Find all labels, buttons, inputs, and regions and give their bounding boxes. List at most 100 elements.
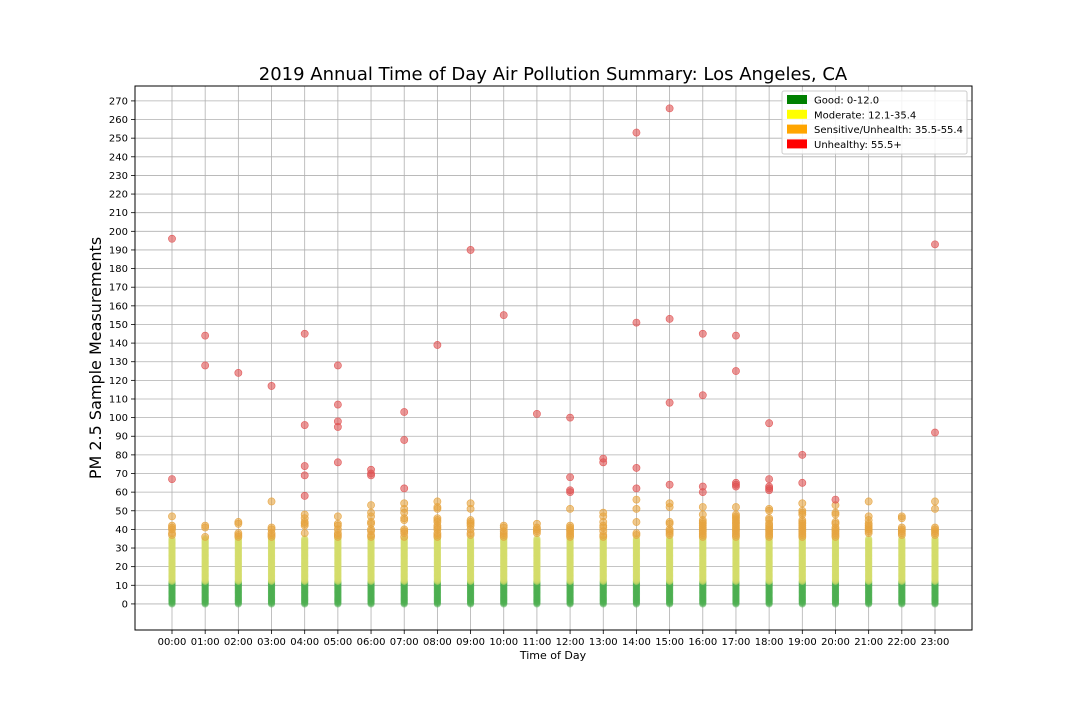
data-point-sensitive bbox=[665, 503, 674, 511]
y-tick-label: 250 bbox=[109, 134, 128, 145]
data-point-sensitive bbox=[765, 506, 774, 515]
data-point-sensitive bbox=[897, 514, 906, 523]
data-point-sensitive bbox=[632, 531, 641, 539]
y-axis-label: PM 2.5 Sample Measurements bbox=[86, 237, 105, 479]
data-point-unhealthy bbox=[400, 484, 409, 493]
y-tick-label: 60 bbox=[115, 488, 128, 499]
data-point-unhealthy bbox=[333, 458, 342, 467]
data-point-unhealthy bbox=[665, 398, 674, 407]
data-point-sensitive bbox=[300, 521, 309, 530]
data-point-unhealthy bbox=[698, 488, 707, 497]
data-point-unhealthy bbox=[400, 408, 409, 416]
data-point-unhealthy bbox=[698, 329, 707, 338]
y-tick-label: 270 bbox=[109, 96, 128, 107]
y-tick-labels: 0 10 20 30 40 50 60 70 80 90 100 110 120 130 140 150 160… bbox=[109, 96, 135, 610]
data-point-unhealthy bbox=[632, 464, 641, 472]
data-point-unhealthy bbox=[367, 471, 375, 480]
y-tick-label: 10 bbox=[115, 581, 128, 592]
data-point-unhealthy bbox=[333, 361, 342, 370]
data-point-sensitive bbox=[632, 495, 641, 504]
legend-swatch bbox=[787, 124, 807, 134]
data-point-sensitive bbox=[931, 497, 939, 506]
data-point-sensitive bbox=[798, 532, 807, 541]
data-point-unhealthy bbox=[400, 436, 409, 444]
data-point-unhealthy bbox=[765, 486, 774, 495]
data-point-sensitive bbox=[201, 532, 210, 541]
data-point-sensitive bbox=[466, 531, 475, 539]
x-tick-label: 21:00 bbox=[854, 637, 883, 648]
data-point-sensitive bbox=[400, 516, 409, 524]
y-tick-label: 50 bbox=[115, 506, 128, 517]
data-point-sensitive bbox=[433, 505, 442, 513]
data-point-unhealthy bbox=[234, 369, 243, 377]
data-point-unhealthy bbox=[433, 341, 442, 349]
data-point-unhealthy bbox=[665, 480, 674, 489]
y-tick-label: 30 bbox=[115, 544, 128, 555]
data-point-sensitive bbox=[698, 503, 707, 511]
data-point-sensitive bbox=[931, 531, 939, 539]
data-point-unhealthy bbox=[665, 104, 674, 113]
x-axis-label: Time of Day bbox=[519, 649, 587, 662]
data-point-unhealthy bbox=[300, 471, 309, 480]
data-point-unhealthy bbox=[201, 361, 210, 370]
x-tick-label: 18:00 bbox=[755, 637, 784, 648]
legend-swatch bbox=[787, 109, 807, 119]
data-point-sensitive bbox=[267, 532, 276, 541]
y-tick-label: 110 bbox=[109, 394, 128, 405]
data-point-unhealthy bbox=[798, 450, 807, 459]
data-point-moderate bbox=[301, 534, 309, 543]
data-point-sensitive bbox=[168, 531, 176, 539]
data-point-sensitive bbox=[665, 531, 674, 539]
data-point-unhealthy bbox=[466, 246, 475, 254]
x-tick-label: 11:00 bbox=[522, 637, 551, 648]
y-tick-label: 0 bbox=[122, 599, 128, 610]
data-point-sensitive bbox=[632, 518, 641, 526]
data-point-sensitive bbox=[798, 499, 807, 508]
data-point-unhealthy bbox=[566, 473, 574, 482]
data-point-unhealthy bbox=[566, 488, 574, 497]
data-point-sensitive bbox=[234, 519, 243, 528]
data-point-unhealthy bbox=[765, 475, 774, 483]
data-point-moderate bbox=[533, 534, 541, 543]
data-point-unhealthy bbox=[798, 478, 807, 487]
y-tick-label: 130 bbox=[109, 357, 128, 368]
x-tick-label: 07:00 bbox=[390, 637, 419, 648]
data-point-sensitive bbox=[566, 532, 574, 541]
y-tick-label: 200 bbox=[109, 227, 128, 238]
plot-frame bbox=[134, 85, 973, 631]
data-point-unhealthy bbox=[732, 367, 740, 375]
data-point-unhealthy bbox=[300, 421, 309, 429]
data-point-sensitive bbox=[765, 532, 774, 541]
y-tick-label: 260 bbox=[109, 115, 128, 126]
data-point-unhealthy bbox=[732, 482, 740, 491]
data-point-unhealthy bbox=[698, 391, 707, 400]
data-point-sensitive bbox=[897, 531, 906, 539]
y-tick-label: 120 bbox=[109, 376, 128, 387]
data-point-unhealthy bbox=[632, 128, 641, 137]
legend-swatch bbox=[787, 95, 807, 104]
y-tick-label: 170 bbox=[109, 283, 128, 294]
y-tick-label: 190 bbox=[109, 245, 128, 256]
y-tick-label: 20 bbox=[115, 562, 128, 573]
x-tick-label: 22:00 bbox=[887, 637, 916, 648]
x-tick-label: 15:00 bbox=[655, 637, 684, 648]
data-point-sensitive bbox=[732, 503, 740, 511]
legend-box bbox=[781, 90, 968, 155]
x-tick-label: 17:00 bbox=[722, 637, 751, 648]
x-tick-label: 04:00 bbox=[290, 637, 319, 648]
x-tick-label: 13:00 bbox=[589, 637, 618, 648]
legend-swatch bbox=[787, 139, 807, 149]
y-tick-label: 230 bbox=[109, 171, 128, 182]
data-point-unhealthy bbox=[599, 458, 608, 467]
data-point-sensitive bbox=[599, 532, 608, 541]
data-point-unhealthy bbox=[300, 491, 309, 500]
data-point-sensitive bbox=[400, 532, 409, 541]
data-point-unhealthy bbox=[831, 495, 840, 504]
data-point-unhealthy bbox=[566, 413, 574, 422]
x-tick-label: 08:00 bbox=[423, 637, 452, 648]
y-tick-label: 100 bbox=[109, 413, 128, 424]
data-point-sensitive bbox=[201, 523, 210, 532]
x-tick-label: 14:00 bbox=[622, 637, 651, 648]
data-points bbox=[168, 104, 939, 608]
